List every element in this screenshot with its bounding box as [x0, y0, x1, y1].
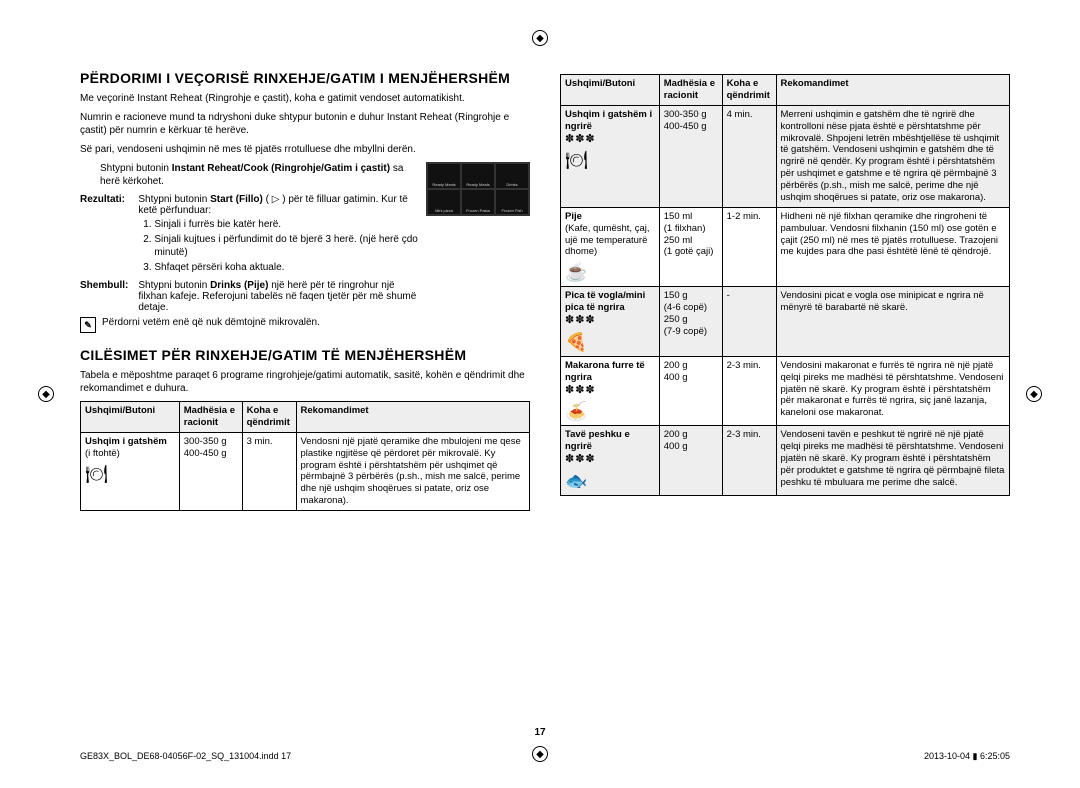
th: Koha e qëndrimit [242, 402, 296, 433]
table-header-row: Ushqimi/Butoni Madhësia e racionit Koha … [561, 75, 1010, 106]
td-food: Ushqim i gatshëm i ngrirë✽✽✽🍽 [561, 105, 660, 207]
td-rec: Vendosini makaronat e furrës të ngrira n… [776, 356, 1010, 426]
panel-cell: Ready Meals [428, 164, 460, 188]
food-icon: 🍕 [565, 331, 595, 353]
footer-left: GE83X_BOL_DE68-04056F-02_SQ_131004.indd … [80, 751, 291, 762]
th: Koha e qëndrimit [722, 75, 776, 106]
frozen-asterisks-icon: ✽✽✽ [565, 453, 596, 465]
td-size: 300-350 g 400-450 g [659, 105, 722, 207]
th: Rekomandimet [776, 75, 1010, 106]
food-icon: 🍽 [565, 149, 595, 171]
table-row: Ushqim i gatshëm (i ftohtë) 🍽 300-350 g … [81, 432, 530, 510]
th: Ushqimi/Butoni [81, 402, 180, 433]
td-size: 200 g 400 g [659, 426, 722, 496]
para: Numrin e racioneve mund ta ndryshoni duk… [80, 111, 530, 137]
td-size: 150 g (4-6 copë) 250 g (7-9 copë) [659, 287, 722, 357]
th: Rekomandimet [296, 402, 530, 433]
table-row: Pica të vogla/mini pica të ngrira✽✽✽🍕150… [561, 287, 1010, 357]
td-rec: Hidheni në një filxhan qeramike dhe ring… [776, 207, 1010, 287]
example-row: Shembull: Shtypni butonin Drinks (Pije) … [80, 280, 418, 313]
right-column: Ushqimi/Butoni Madhësia e racionit Koha … [560, 70, 1010, 511]
panel-cell: Ready Meals [462, 164, 494, 188]
heading-settings: CILËSIMET PËR RINXEHJE/GATIM TË MENJËHER… [80, 347, 530, 363]
footer: GE83X_BOL_DE68-04056F-02_SQ_131004.indd … [80, 751, 1010, 762]
td-time: 1-2 min. [722, 207, 776, 287]
td-rec: Vendoseni tavën e peshkut të ngrirë në n… [776, 426, 1010, 496]
td-food: Pica të vogla/mini pica të ngrira✽✽✽🍕 [561, 287, 660, 357]
td-food: Ushqim i gatshëm (i ftohtë) 🍽 [81, 432, 180, 510]
td-time: 4 min. [722, 105, 776, 207]
th: Ushqimi/Butoni [561, 75, 660, 106]
page-body: PËRDORIMI I VEÇORISË RINXEHJE/GATIM I ME… [0, 0, 1080, 541]
td-rec: Vendosni një pjatë qeramike dhe mbulojen… [296, 432, 530, 510]
result-text: Shtypni butonin Start (Fillo) ( ▷ ) për … [138, 194, 418, 280]
td-size: 300-350 g 400-450 g [179, 432, 242, 510]
result-list: Sinjali i furrës bie katër herë. Sinjali… [138, 218, 418, 274]
table-row: Tavë peshku e ngrirë✽✽✽🐟200 g 400 g2-3 m… [561, 426, 1010, 496]
note-row: ✎ Përdorni vetëm enë që nuk dëmtojnë mik… [80, 317, 530, 333]
td-food: Tavë peshku e ngrirë✽✽✽🐟 [561, 426, 660, 496]
td-time: 3 min. [242, 432, 296, 510]
heading-usage: PËRDORIMI I VEÇORISË RINXEHJE/GATIM I ME… [80, 70, 530, 86]
list-item: Sinjali i furrës bie katër herë. [154, 218, 418, 231]
td-time: 2-3 min. [722, 356, 776, 426]
para: Tabela e mëposhtme paraqet 6 programe ri… [80, 369, 530, 395]
panel-cell: Frozen Fish [496, 190, 528, 214]
result-row: Rezultati: Shtypni butonin Start (Fillo)… [80, 194, 418, 280]
meal-icon: 🍽 [85, 463, 115, 485]
td-size: 150 ml (1 filxhan) 250 ml (1 gotë çaji) [659, 207, 722, 287]
table-row: Makarona furre të ngrira✽✽✽🍝200 g 400 g2… [561, 356, 1010, 426]
frozen-asterisks-icon: ✽✽✽ [565, 133, 596, 145]
registration-mark [1026, 386, 1042, 402]
td-food: Pije(Kafe, qumësht, çaj, ujë me temperat… [561, 207, 660, 287]
page-number: 17 [0, 727, 1080, 738]
device-panel-image: Ready Meals Ready Meals Drinks Mini pizz… [426, 162, 530, 216]
panel-cell: Mini pizza [428, 190, 460, 214]
example-label: Shembull: [80, 280, 138, 313]
registration-mark [38, 386, 54, 402]
th: Madhësia e racionit [179, 402, 242, 433]
panel-cell: Frozen Pasta [462, 190, 494, 214]
td-rec: Vendosini picat e vogla ose minipicat e … [776, 287, 1010, 357]
td-food: Makarona furre të ngrira✽✽✽🍝 [561, 356, 660, 426]
table-header-row: Ushqimi/Butoni Madhësia e racionit Koha … [81, 402, 530, 433]
frozen-asterisks-icon: ✽✽✽ [565, 384, 596, 396]
note-icon: ✎ [80, 317, 96, 333]
td-time: 2-3 min. [722, 426, 776, 496]
table-row: Ushqim i gatshëm i ngrirë✽✽✽🍽300-350 g 4… [561, 105, 1010, 207]
left-column: PËRDORIMI I VEÇORISË RINXEHJE/GATIM I ME… [80, 70, 530, 511]
list-item: Shfaqet përsëri koha aktuale. [154, 261, 418, 274]
settings-table-left: Ushqimi/Butoni Madhësia e racionit Koha … [80, 401, 530, 511]
frozen-asterisks-icon: ✽✽✽ [565, 314, 596, 326]
td-size: 200 g 400 g [659, 356, 722, 426]
table-row: Pije(Kafe, qumësht, çaj, ujë me temperat… [561, 207, 1010, 287]
para: Së pari, vendoseni ushqimin në mes të pj… [80, 143, 530, 156]
registration-mark [532, 30, 548, 46]
td-rec: Merreni ushqimin e gatshëm dhe të ngrirë… [776, 105, 1010, 207]
th: Madhësia e racionit [659, 75, 722, 106]
para: Me veçorinë Instant Reheat (Ringrohje e … [80, 92, 530, 105]
td-time: - [722, 287, 776, 357]
example-text: Shtypni butonin Drinks (Pije) një herë p… [138, 280, 418, 313]
panel-cell: Drinks [496, 164, 528, 188]
food-icon: 🐟 [565, 470, 595, 492]
food-icon: 🍝 [565, 400, 595, 422]
note-text: Përdorni vetëm enë që nuk dëmtojnë mikro… [102, 317, 320, 328]
list-item: Sinjali kujtues i përfundimit do të bjer… [154, 233, 418, 259]
settings-table-right: Ushqimi/Butoni Madhësia e racionit Koha … [560, 74, 1010, 496]
result-label: Rezultati: [80, 194, 138, 280]
food-icon: ☕ [565, 261, 595, 283]
footer-right: 2013-10-04 ▮ 6:25:05 [924, 751, 1010, 762]
